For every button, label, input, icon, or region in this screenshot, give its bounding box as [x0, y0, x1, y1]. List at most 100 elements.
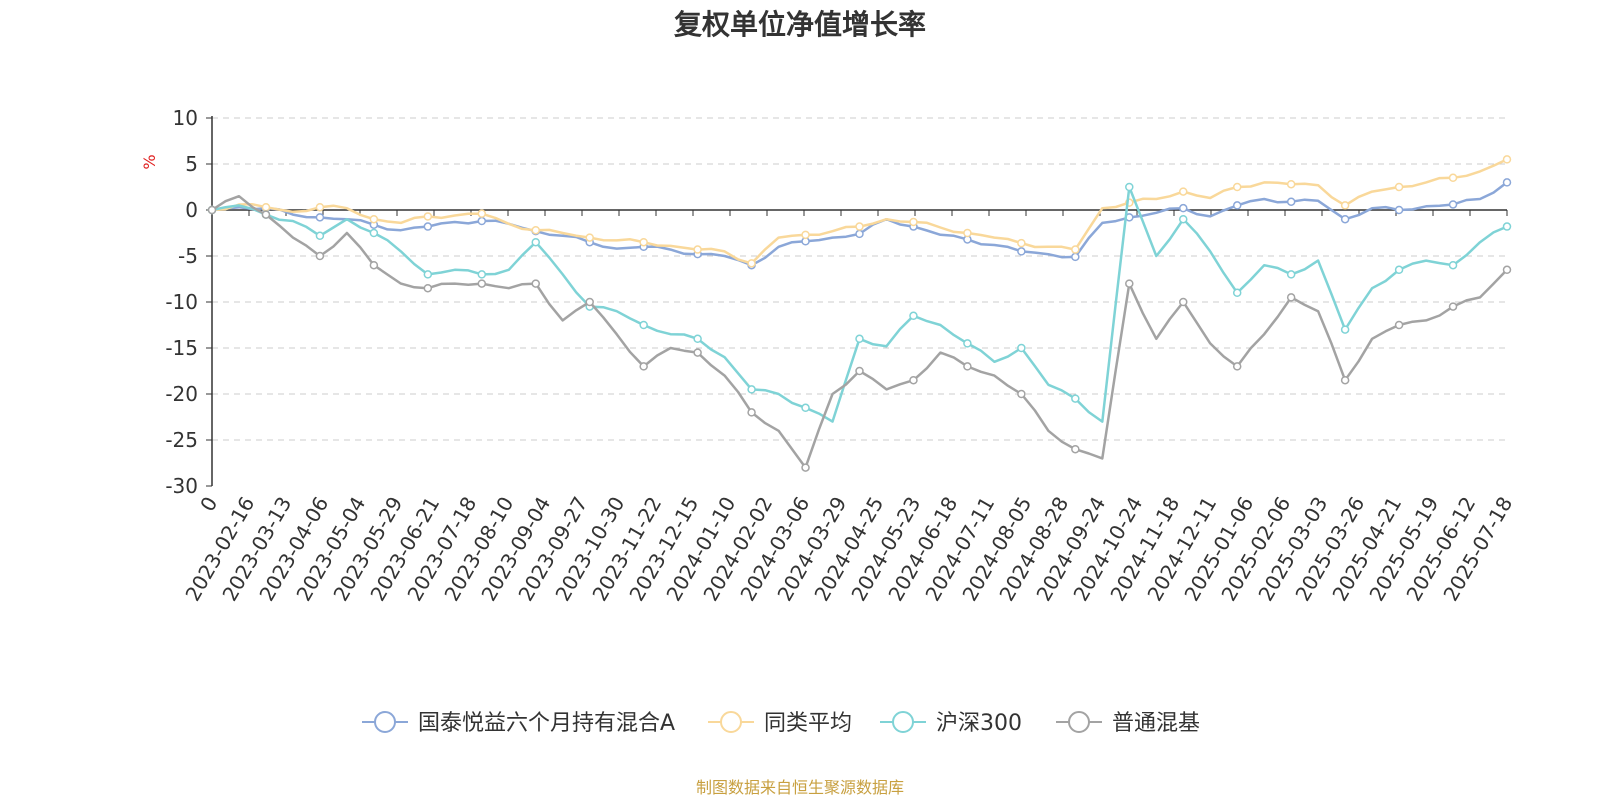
data-point	[531, 237, 540, 247]
data-point	[1448, 200, 1458, 209]
y-tick-label: -5	[178, 244, 198, 268]
data-point	[639, 237, 648, 247]
data-point	[1286, 270, 1296, 279]
legend-item[interactable]: 国泰悦益六个月持有混合A	[362, 711, 675, 736]
data-point	[1394, 320, 1404, 330]
y-tick-label: -10	[165, 290, 198, 314]
data-point	[1071, 394, 1080, 403]
data-point	[531, 225, 540, 235]
data-point	[963, 228, 972, 238]
data-point	[477, 270, 487, 279]
chart-title: 复权单位净值增长率	[674, 8, 926, 41]
data-point	[693, 348, 702, 357]
data-point	[1340, 214, 1350, 224]
data-point	[423, 222, 433, 231]
data-point	[639, 320, 648, 330]
data-point	[1448, 302, 1458, 311]
data-point	[1017, 247, 1026, 256]
data-point	[855, 366, 864, 376]
y-tick-label: 5	[185, 152, 198, 176]
legend-label: 沪深300	[936, 711, 1022, 736]
data-point	[909, 217, 918, 227]
data-point	[1125, 182, 1134, 192]
legend-marker	[1068, 711, 1090, 733]
y-tick-label: -20	[165, 382, 198, 406]
data-point	[585, 297, 594, 307]
legend-marker	[374, 711, 396, 733]
data-point	[1017, 238, 1026, 248]
data-point	[1125, 279, 1134, 288]
y-tick-label: -30	[165, 474, 198, 498]
data-point	[855, 334, 864, 344]
x-tick-label: 0	[195, 493, 222, 516]
data-point	[477, 279, 487, 288]
data-point	[477, 209, 487, 218]
data-point	[1232, 362, 1242, 371]
data-point	[1448, 173, 1458, 183]
data-point	[315, 231, 325, 241]
axes	[211, 116, 1507, 486]
legend-marker	[720, 711, 742, 733]
data-point	[909, 311, 918, 321]
data-point	[1017, 343, 1026, 353]
data-point	[261, 202, 271, 212]
legend-item[interactable]: 沪深300	[880, 711, 1022, 736]
data-point	[1340, 201, 1350, 210]
data-point	[369, 228, 379, 238]
legend-marker	[892, 711, 914, 733]
data-point	[693, 334, 702, 344]
data-point	[855, 229, 864, 239]
data-point	[207, 205, 217, 215]
data-point	[1071, 252, 1080, 262]
data-point	[747, 408, 756, 417]
y-tick-label: 10	[173, 106, 198, 130]
data-point	[963, 339, 972, 348]
data-point	[747, 385, 756, 394]
data-point	[423, 270, 433, 279]
legend-item[interactable]: 普通混基	[1056, 711, 1200, 736]
data-point	[1286, 179, 1296, 189]
data-point	[1502, 265, 1512, 275]
grid-lines	[212, 117, 1507, 441]
data-point	[1179, 203, 1188, 213]
series-lines	[207, 155, 1512, 472]
data-point	[369, 260, 379, 270]
data-point	[477, 216, 487, 226]
data-point	[1394, 265, 1404, 275]
data-point	[1232, 182, 1242, 192]
data-point	[1071, 444, 1080, 454]
legend[interactable]: 国泰悦益六个月持有混合A 同类平均 沪深300 普通混基	[362, 711, 1200, 736]
data-point	[585, 233, 594, 242]
data-point	[1286, 197, 1296, 206]
data-point	[1502, 155, 1512, 164]
data-point	[1286, 293, 1296, 302]
data-point	[369, 214, 379, 224]
y-axis-unit-label: %	[140, 154, 159, 169]
data-point	[1017, 389, 1026, 399]
data-point	[1179, 297, 1188, 307]
data-point	[1502, 178, 1512, 187]
data-point	[1502, 222, 1512, 231]
data-point	[855, 222, 864, 231]
data-point	[801, 403, 810, 413]
data-point	[1340, 325, 1350, 334]
data-point	[1448, 260, 1458, 270]
data-point	[315, 213, 325, 222]
data-point	[1394, 205, 1404, 215]
data-point	[747, 259, 756, 268]
data-point	[909, 375, 918, 385]
legend-item[interactable]: 同类平均	[708, 711, 852, 736]
data-point	[1179, 214, 1188, 224]
data-point	[1179, 187, 1188, 196]
data-point	[1232, 288, 1242, 298]
data-point	[1394, 182, 1404, 192]
data-point	[693, 245, 702, 254]
data-point	[315, 202, 325, 212]
y-tick-label: -25	[165, 428, 198, 452]
data-point	[963, 362, 972, 371]
data-point	[801, 463, 810, 472]
legend-label: 同类平均	[764, 711, 852, 736]
data-point	[1340, 375, 1350, 385]
data-point	[423, 212, 433, 221]
